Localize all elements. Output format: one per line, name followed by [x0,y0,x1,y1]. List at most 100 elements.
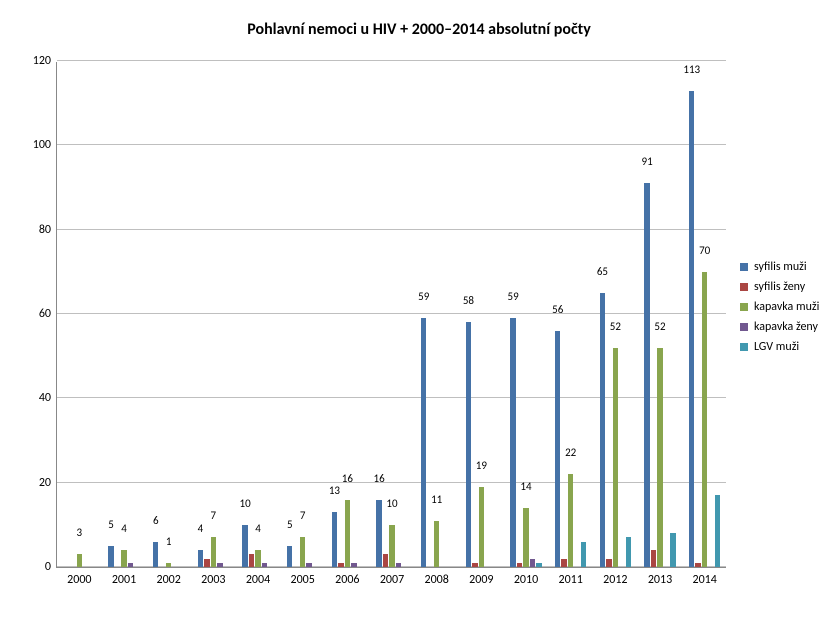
legend-swatch [740,303,748,311]
bar [306,563,311,567]
bar [530,559,535,567]
bar [466,322,471,567]
gridline [57,482,726,483]
legend-swatch [740,343,748,351]
bar [568,474,573,567]
chart-title: Pohlavní nemoci u HIV + 2000–2014 absolu… [0,20,838,39]
x-tick-label: 2004 [246,573,270,587]
plot-area: 0204060801001202000320015420026120034720… [56,62,726,568]
bar-value-label: 7 [300,509,306,522]
bar [351,563,356,567]
bar-value-label: 16 [374,472,385,485]
bar [613,348,618,567]
bar [166,563,171,567]
y-tick-label: 60 [9,307,51,321]
legend-swatch [740,263,748,271]
legend-label: kapavka ženy [754,320,818,334]
bar-value-label: 4 [255,522,261,535]
bar-value-label: 52 [610,320,621,333]
bar [536,563,541,567]
bar [249,554,254,567]
bar [510,318,515,567]
bar [695,563,700,567]
bar [153,542,158,567]
bar [121,550,126,567]
bar [626,537,631,567]
bar-value-label: 1 [166,535,172,548]
bar [77,554,82,567]
bar [242,525,247,567]
legend-swatch [740,323,748,331]
bar [204,559,209,567]
bar-value-label: 10 [386,497,397,510]
y-tick-label: 120 [9,54,51,68]
gridline [57,60,726,61]
bar-value-label: 5 [108,518,114,531]
x-tick-label: 2014 [692,573,716,587]
bar [255,550,260,567]
bar-value-label: 59 [418,290,429,303]
bar [300,537,305,567]
bar-value-label: 113 [683,63,700,76]
bar-value-label: 16 [342,472,353,485]
bar [561,559,566,567]
bar [128,563,133,567]
chart-root: Pohlavní nemoci u HIV + 2000–2014 absolu… [0,0,838,626]
bar-value-label: 6 [153,514,159,527]
y-tick-label: 40 [9,391,51,405]
bar-value-label: 59 [508,290,519,303]
legend-item: LGV muži [740,340,819,354]
bar [517,563,522,567]
bar-value-label: 52 [654,320,665,333]
bar [389,525,394,567]
x-tick-label: 2011 [558,573,582,587]
y-tick-label: 80 [9,223,51,237]
bar-value-label: 4 [121,522,127,535]
bar-value-label: 13 [329,484,340,497]
bar-value-label: 11 [431,493,442,506]
bar-value-label: 19 [476,459,487,472]
bar-value-label: 58 [463,294,474,307]
bar-value-label: 14 [520,480,531,493]
legend-item: syfilis muži [740,260,819,274]
x-tick-label: 2003 [201,573,225,587]
bar [600,293,605,567]
bar-value-label: 5 [287,518,293,531]
x-tick-label: 2000 [67,573,91,587]
gridline [57,397,726,398]
bar [523,508,528,567]
x-tick-label: 2012 [603,573,627,587]
legend-label: kapavka muži [754,300,819,314]
gridline [57,144,726,145]
bar [198,550,203,567]
bar [606,559,611,567]
bar [287,546,292,567]
bar [262,563,267,567]
x-tick-label: 2002 [156,573,180,587]
bar [657,348,662,567]
bar-value-label: 3 [77,526,83,539]
bar [651,550,656,567]
x-tick-label: 2007 [380,573,404,587]
bar [644,183,649,567]
bar [211,537,216,567]
x-tick-label: 2010 [514,573,538,587]
bar [332,512,337,567]
bar-value-label: 65 [597,265,608,278]
x-tick-label: 2005 [290,573,314,587]
bar [345,500,350,567]
bar [217,563,222,567]
y-tick-label: 20 [9,476,51,490]
legend-label: LGV muži [754,340,799,354]
bar-value-label: 7 [211,509,217,522]
bar-value-label: 10 [240,497,251,510]
bar-value-label: 91 [642,155,653,168]
legend-item: syfilis ženy [740,280,819,294]
x-tick-label: 2008 [424,573,448,587]
x-tick-label: 2009 [469,573,493,587]
bar [689,91,694,567]
gridline [57,313,726,314]
bar-value-label: 22 [565,446,576,459]
bar [376,500,381,567]
bar [715,495,720,567]
